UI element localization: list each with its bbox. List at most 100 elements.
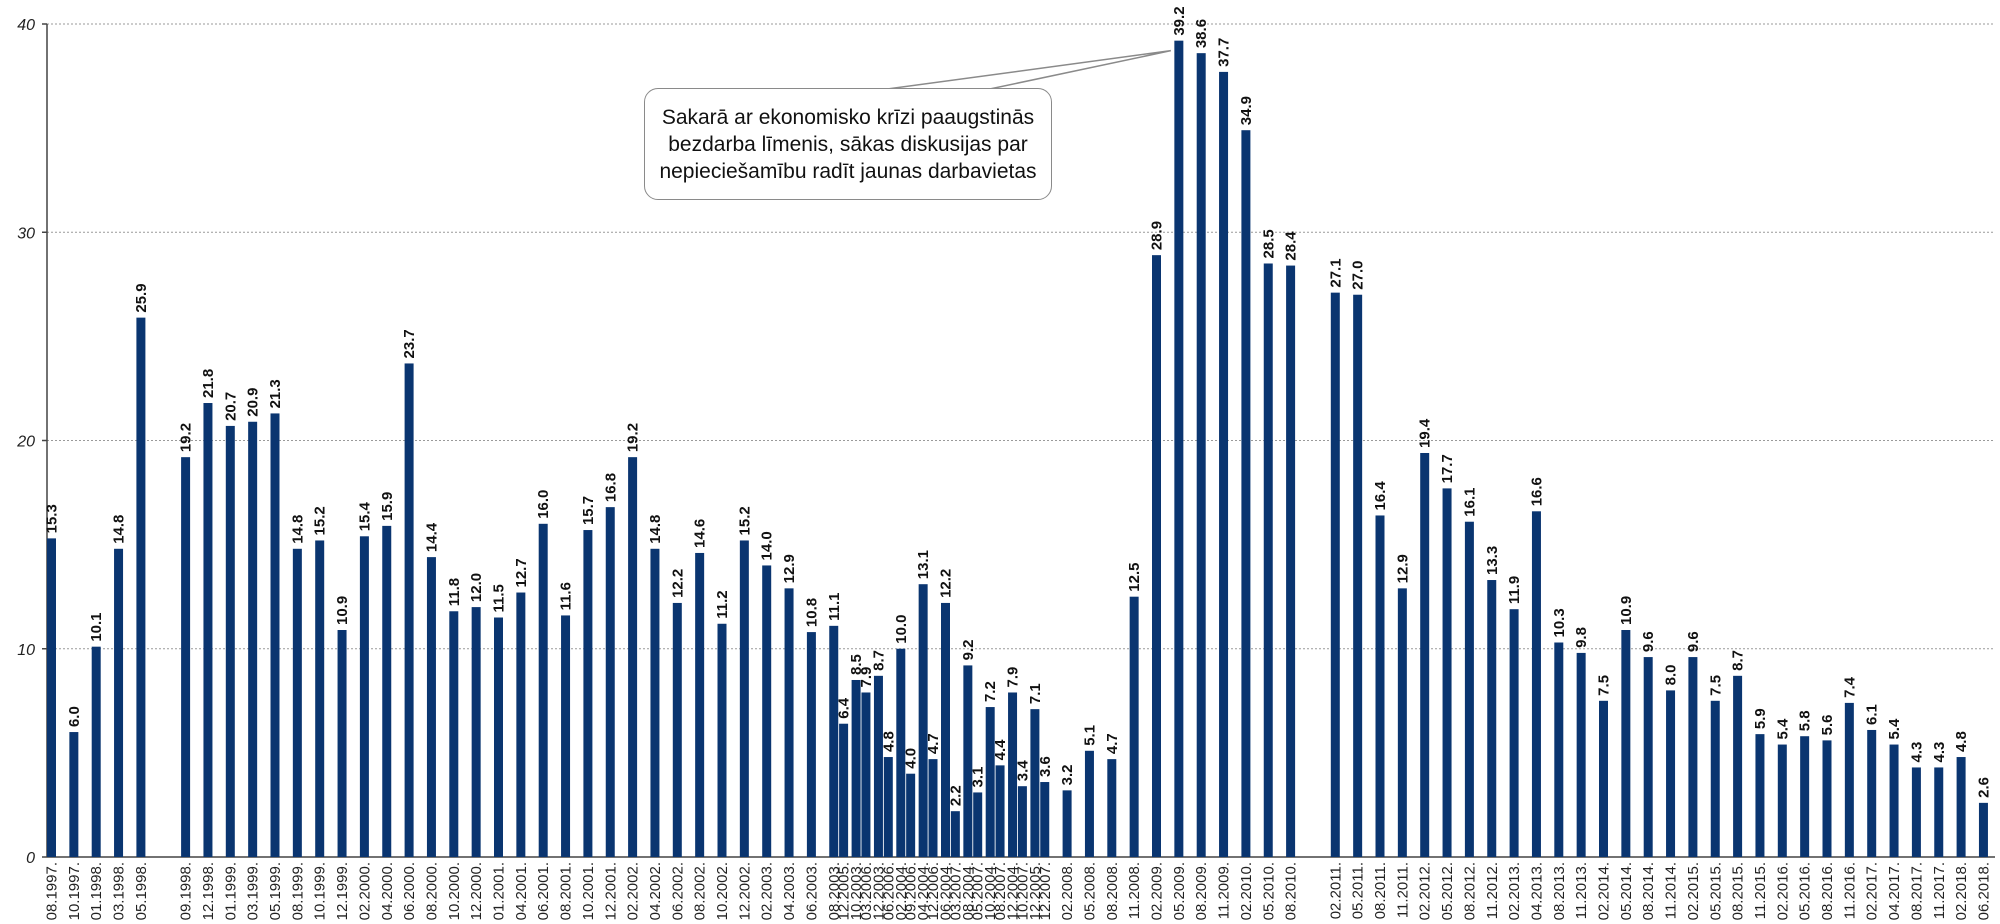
bar	[1442, 488, 1452, 857]
bar	[650, 548, 660, 857]
x-tick-label: 04.2003.	[781, 862, 798, 920]
bar	[1263, 263, 1273, 857]
data-label: 11.1	[826, 592, 843, 620]
bar	[1241, 130, 1251, 857]
bar	[47, 538, 56, 857]
data-label: 8.0	[1663, 665, 1680, 686]
bar	[784, 588, 794, 857]
data-label: 10.9	[334, 596, 351, 625]
x-tick-label: 08.2004.	[960, 862, 977, 920]
data-label: 9.6	[1640, 631, 1657, 652]
bar	[1844, 702, 1854, 857]
callout-pointer	[879, 49, 1172, 91]
data-label: 11.8	[446, 578, 463, 606]
x-tick-label: 02.2003.	[759, 862, 776, 920]
data-label: 9.6	[1685, 631, 1702, 652]
data-label: 16.6	[1528, 477, 1545, 506]
x-tick-label: 11.2014.	[1663, 862, 1680, 919]
callout-tail	[879, 49, 1172, 91]
bar	[1196, 53, 1206, 857]
y-tick-label: 20	[16, 434, 35, 451]
x-tick-label: 02.2014.	[1596, 862, 1613, 920]
data-label: 9.2	[960, 640, 977, 661]
x-tick-label: 12.2000.	[468, 862, 485, 920]
annotation-callout: Sakarā ar ekonomisko krīzi paaugstinās b…	[644, 88, 1052, 200]
data-label: 5.6	[1819, 715, 1836, 736]
data-label: 3.1	[970, 767, 987, 788]
bar	[1889, 744, 1899, 857]
bar	[762, 565, 772, 857]
bar	[181, 457, 191, 857]
bar	[883, 757, 893, 857]
bar	[426, 557, 436, 857]
data-label: 15.3	[44, 504, 61, 533]
data-label: 3.6	[1037, 756, 1054, 777]
x-tick-label: 08.2012.	[1461, 862, 1478, 920]
x-tick-label: 10.2002.	[714, 862, 731, 920]
data-label: 11.5	[491, 584, 508, 612]
data-label: 17.7	[1439, 454, 1456, 483]
x-tick-label: 02.2010.	[1238, 862, 1255, 920]
data-label: 12.9	[781, 554, 798, 583]
x-tick-label: 08.2002.	[692, 862, 709, 920]
x-tick-label: 12.1998.	[200, 862, 217, 920]
bar	[1174, 40, 1184, 858]
bar	[1129, 596, 1139, 857]
x-tick-label: 10.2001.	[580, 862, 597, 920]
x-tick-label: 08.1997.	[44, 862, 61, 920]
data-label: 39.2	[1171, 6, 1188, 35]
data-label: 4.7	[925, 733, 942, 754]
x-tick-label: 05.2009.	[1171, 862, 1188, 920]
data-label: 6.0	[66, 706, 83, 727]
bar	[1688, 657, 1698, 857]
data-label: 7.1	[1027, 683, 1044, 704]
data-label: 27.1	[1327, 258, 1344, 287]
bar	[1733, 675, 1743, 857]
x-tick-label: 04.2017.	[1886, 862, 1903, 920]
data-label: 28.9	[1149, 221, 1166, 250]
data-label: 11.2	[714, 590, 731, 618]
data-label: 16.0	[535, 490, 552, 519]
bar	[1040, 782, 1050, 857]
x-axis-labels: 08.1997. 10.1997. 01.1998. 03.1998. 05.1998.…	[44, 862, 2000, 920]
bar	[605, 507, 615, 857]
x-tick-label: 02.2000.	[356, 862, 373, 920]
bar	[1978, 802, 1988, 857]
bar	[1800, 736, 1810, 857]
data-label: 38.6	[1193, 19, 1210, 48]
annotation-line-2: bezdarba līmenis, sākas diskusijas par	[668, 133, 1028, 156]
data-label: 14.8	[647, 515, 664, 544]
x-tick-label: 12.2007.	[1037, 862, 1054, 920]
data-label: 12.7	[513, 558, 530, 587]
data-label: 7.9	[1005, 667, 1022, 688]
data-label: 11.9	[1506, 576, 1523, 604]
x-tick-label: 03.2006.	[858, 862, 875, 920]
bar	[382, 525, 392, 857]
bar	[839, 723, 849, 857]
bar	[1017, 786, 1027, 857]
x-tick-label: 08.2007.	[992, 862, 1009, 920]
bar	[1464, 521, 1474, 857]
bar	[918, 584, 928, 857]
x-tick-label: 10.2000.	[446, 862, 463, 920]
data-label: 15.4	[356, 501, 373, 531]
bar	[628, 457, 638, 857]
x-tick-label: 08.2013.	[1551, 862, 1568, 920]
bars	[47, 40, 1988, 858]
y-tick-label: 30	[17, 225, 35, 242]
x-tick-label: 02.2016.	[1774, 862, 1791, 920]
x-tick-label: 05.2007.	[970, 862, 987, 920]
data-label: 13.1	[915, 550, 932, 579]
bar	[973, 792, 983, 857]
x-tick-label: 10.2003.	[848, 862, 865, 920]
data-label: 7.9	[858, 667, 875, 688]
bar	[1956, 757, 1966, 857]
x-tick-label: 05.2016.	[1797, 862, 1814, 920]
x-tick-label: 04.2000.	[379, 862, 396, 920]
x-tick-label: 11.2016.	[1841, 862, 1858, 919]
bar	[896, 648, 906, 857]
x-tick-label: 12.2005.	[836, 862, 853, 920]
x-tick-label: 05.2015.	[1707, 862, 1724, 920]
bar	[583, 530, 593, 857]
bar	[1867, 729, 1877, 857]
